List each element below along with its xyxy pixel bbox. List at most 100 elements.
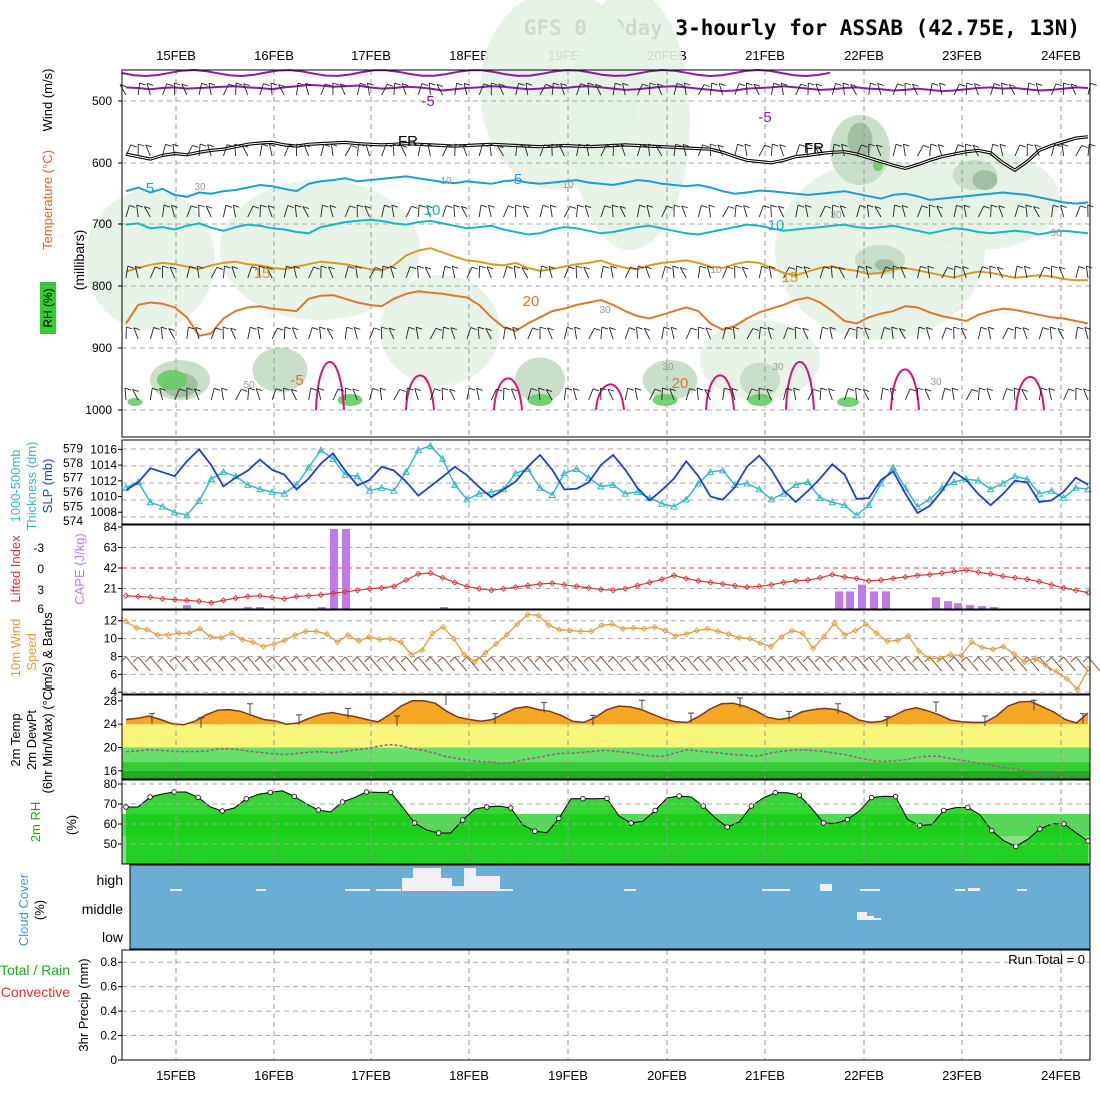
wind-barb: [963, 205, 967, 218]
wind-barb-flag: [349, 205, 356, 209]
wind-barb-flag: [957, 144, 965, 148]
surface-wind-barb: [405, 656, 419, 672]
contour-label: FR: [804, 140, 824, 157]
wind-barb-flag: [388, 327, 396, 331]
wind-barb-flag: [788, 266, 796, 270]
wind-barb: [936, 205, 943, 218]
wind-barb-flag: [793, 387, 800, 391]
wind-speed-point: [1063, 675, 1070, 682]
wind-barb-flag: [390, 266, 397, 269]
wind-barb-flag: [391, 204, 398, 208]
wind-barb: [783, 267, 790, 279]
y-tick-label: 800: [92, 279, 112, 293]
surface-wind-barb-flag: [218, 656, 224, 663]
wind-barb-flag: [429, 82, 436, 86]
y-tick-label: 16: [104, 764, 118, 778]
wind-speed-point: [281, 637, 288, 644]
wind-barb: [1060, 205, 1065, 218]
wind-barb-flag: [1080, 205, 1087, 209]
lifted-index-point: [183, 597, 191, 604]
rh-shade: [515, 357, 565, 403]
surface-wind-barb: [247, 656, 261, 672]
surface-wind-barb: [393, 656, 407, 672]
wind-speed-point: [894, 637, 901, 644]
wind-barb: [462, 144, 468, 157]
wind-barb-flag: [224, 265, 231, 269]
wind-barb: [283, 387, 285, 401]
wind-barb-flag: [806, 143, 814, 147]
wind-barb-flag: [215, 327, 222, 331]
wind-barb: [574, 327, 578, 340]
lifted-index-point: [743, 583, 751, 591]
wind-speed-point: [249, 639, 256, 646]
wind-barb: [892, 144, 897, 157]
wind-barb-flag: [355, 265, 362, 269]
wind-barb-flag: [1059, 266, 1066, 270]
rh2m-point: [989, 827, 995, 834]
wind-panel-frame: [121, 609, 1091, 695]
wind-barb-flag: [174, 82, 181, 86]
isotherm-25-loop: [595, 383, 625, 411]
surface-wind-barb: [430, 656, 443, 672]
wind-barb: [1058, 266, 1065, 279]
wind-barb-flag: [575, 265, 583, 269]
surface-wind-barb-flag: [400, 656, 407, 663]
lifted-index-point: [926, 571, 933, 578]
lifted-index-point: [695, 577, 702, 585]
wind-barb-flag: [434, 388, 441, 392]
lifted-index-point: [281, 595, 288, 602]
lifted-index-point: [902, 573, 909, 581]
wind-barb-flag: [961, 327, 968, 331]
wind-barb-flag: [119, 84, 127, 88]
wind-speed-point: [1042, 662, 1049, 669]
lifted-index-point: [780, 579, 787, 586]
wind-barb-flag: [778, 205, 785, 209]
wind-barb-flag: [441, 387, 449, 391]
surface-wind-barb: [868, 656, 882, 672]
axis-label-part: Cloud Cover: [16, 873, 31, 946]
wind-barb-flag: [646, 204, 654, 208]
lifted-index-point: [451, 579, 458, 586]
wind-barb-flag: [1008, 84, 1016, 87]
wind-barb: [137, 83, 141, 96]
rh-legend-box: [40, 282, 56, 334]
wind-barb-flag: [337, 388, 345, 392]
wind-barb: [369, 267, 376, 279]
wind-barb: [1014, 326, 1017, 340]
wind-barb-flag: [912, 83, 919, 87]
rh-contour-label: 10: [710, 265, 722, 276]
wind-barb: [463, 83, 468, 96]
wind-speed-point: [979, 644, 986, 651]
lifted-index-point: [609, 587, 617, 594]
wind-barb-flag: [820, 387, 828, 391]
wind-barb: [326, 328, 334, 340]
wind-barb: [1070, 83, 1077, 96]
wind-barb-flag: [909, 388, 917, 392]
wind-barb: [588, 388, 594, 401]
wind-barb: [317, 388, 322, 401]
wind-barb-flag: [491, 82, 498, 86]
wind-barb: [645, 266, 651, 279]
y-tick-label: 700: [92, 217, 112, 231]
wind-barb: [257, 327, 261, 340]
wind-barb: [125, 144, 132, 157]
wind-barb: [722, 388, 725, 401]
wind-barb: [424, 267, 431, 279]
surface-wind-barb-flag: [1046, 656, 1052, 663]
wind-barb-flag: [604, 205, 611, 209]
cloud-background: [130, 865, 1090, 949]
wind-barb: [133, 327, 139, 340]
surface-wind-barb: [758, 656, 772, 672]
wind-barb: [758, 205, 764, 218]
contour-label: 5: [514, 171, 522, 188]
wind-barb: [415, 327, 419, 340]
wind-barb-flag: [516, 143, 524, 147]
surface-wind-barb: [1051, 656, 1064, 672]
date-label-bottom: 22FEB: [844, 1068, 884, 1083]
axis-label: (millibars): [71, 230, 87, 291]
rh-contour-label: 30: [930, 377, 942, 388]
wind-barb-flag: [498, 83, 505, 87]
surface-wind-barb-flag: [485, 656, 492, 663]
wind-barb-flag: [877, 83, 884, 86]
lifted-index-point: [366, 585, 373, 592]
